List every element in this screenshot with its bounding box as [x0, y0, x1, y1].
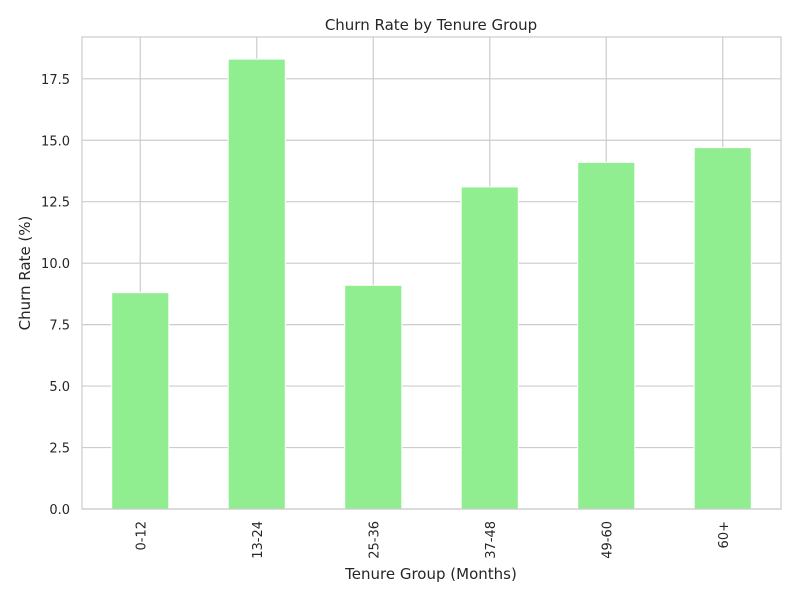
y-tick-label: 12.5	[41, 196, 70, 211]
bar-0-12	[111, 292, 170, 510]
x-tick-label: 25-36	[367, 521, 382, 559]
y-tick-labels: 0.0 2.5 5.0 7.5 10.0 12.5 15.0 17.5	[41, 73, 70, 518]
y-tick-label: 7.5	[49, 319, 70, 334]
x-tick-labels: 0-12 13-24 25-36 37-48 49-60 60+	[134, 521, 732, 559]
y-axis-label: Churn Rate (%)	[16, 216, 34, 331]
y-tick-label: 15.0	[41, 134, 70, 149]
y-tick-label: 10.0	[41, 257, 70, 272]
chart-title: Churn Rate by Tenure Group	[325, 16, 537, 34]
y-tick-label: 2.5	[49, 442, 70, 457]
x-tick-label: 49-60	[600, 521, 615, 559]
x-tick-label: 0-12	[134, 521, 149, 551]
x-tick-label: 13-24	[251, 521, 266, 559]
bar-49-60	[577, 161, 636, 510]
x-tick-label: 60+	[717, 521, 732, 548]
bar-25-36	[344, 284, 403, 510]
bar-13-24	[227, 58, 286, 510]
x-tick-label: 37-48	[484, 521, 499, 559]
y-tick-label: 17.5	[41, 73, 70, 88]
x-axis-label: Tenure Group (Months)	[344, 565, 517, 583]
bar-37-48	[460, 186, 519, 510]
bar-60+	[693, 147, 752, 510]
plot-background	[82, 37, 781, 509]
y-tick-label: 5.0	[49, 380, 70, 395]
plot-frame	[81, 36, 782, 510]
y-tick-label: 0.0	[49, 503, 70, 518]
bars	[111, 58, 752, 510]
